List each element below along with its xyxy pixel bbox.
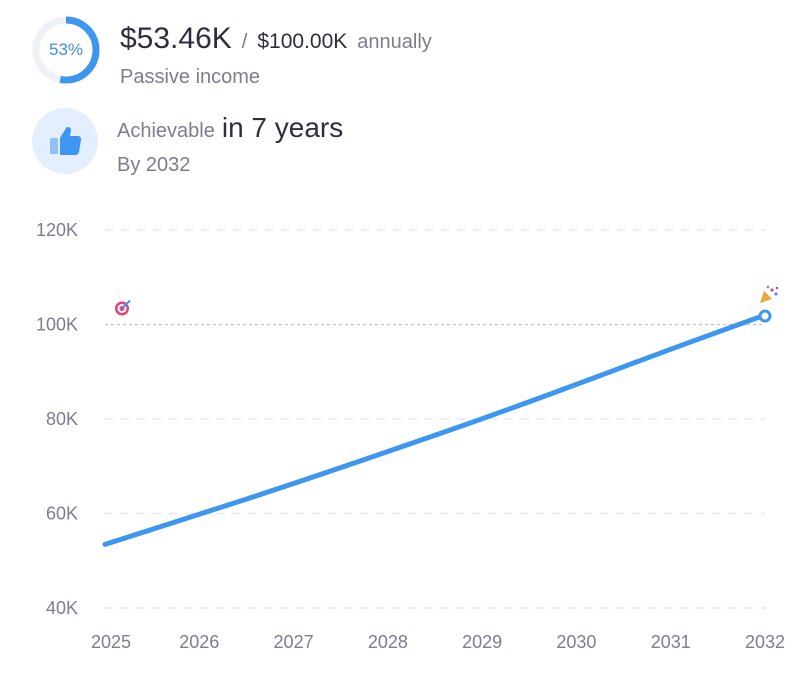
- amount-separator: /: [241, 31, 248, 53]
- x-tick-label: 2026: [179, 632, 219, 652]
- summary-header: 53% $53.46K / $100.00K annually Passive …: [32, 16, 432, 89]
- y-tick-label: 100K: [36, 315, 78, 335]
- thumbs-up-icon: [32, 108, 98, 174]
- period-label: annually: [357, 31, 432, 53]
- x-tick-label: 2028: [368, 632, 408, 652]
- x-tick-label: 2032: [745, 632, 785, 652]
- y-tick-label: 60K: [46, 504, 78, 524]
- progress-ring: 53%: [32, 16, 100, 84]
- achievable-duration: in 7 years: [221, 112, 344, 143]
- x-tick-label: 2030: [556, 632, 596, 652]
- target-icon: [115, 299, 131, 316]
- series-line: [102, 312, 768, 547]
- income-type-label: Passive income: [120, 66, 261, 88]
- party-popper-icon: [760, 285, 779, 303]
- current-amount: $53.46K: [120, 22, 232, 55]
- achievement-row: Achievable in 7 years By 2032: [32, 108, 343, 177]
- x-tick-label: 2031: [651, 632, 691, 652]
- progress-ring-graphic: [32, 16, 100, 84]
- y-tick-label: 40K: [46, 598, 78, 618]
- progress-percent: 53%: [48, 40, 84, 59]
- x-tick-label: 2027: [274, 632, 314, 652]
- x-tick-label: 2029: [462, 632, 502, 652]
- goal-amount: $100.00K: [257, 30, 348, 53]
- achievable-label: Achievable: [117, 120, 215, 142]
- y-tick-label: 80K: [46, 409, 78, 429]
- end-point: [758, 309, 772, 323]
- target-year-label: By 2032: [117, 154, 191, 176]
- y-tick-label: 120K: [36, 220, 78, 240]
- x-tick-label: 2025: [91, 632, 131, 652]
